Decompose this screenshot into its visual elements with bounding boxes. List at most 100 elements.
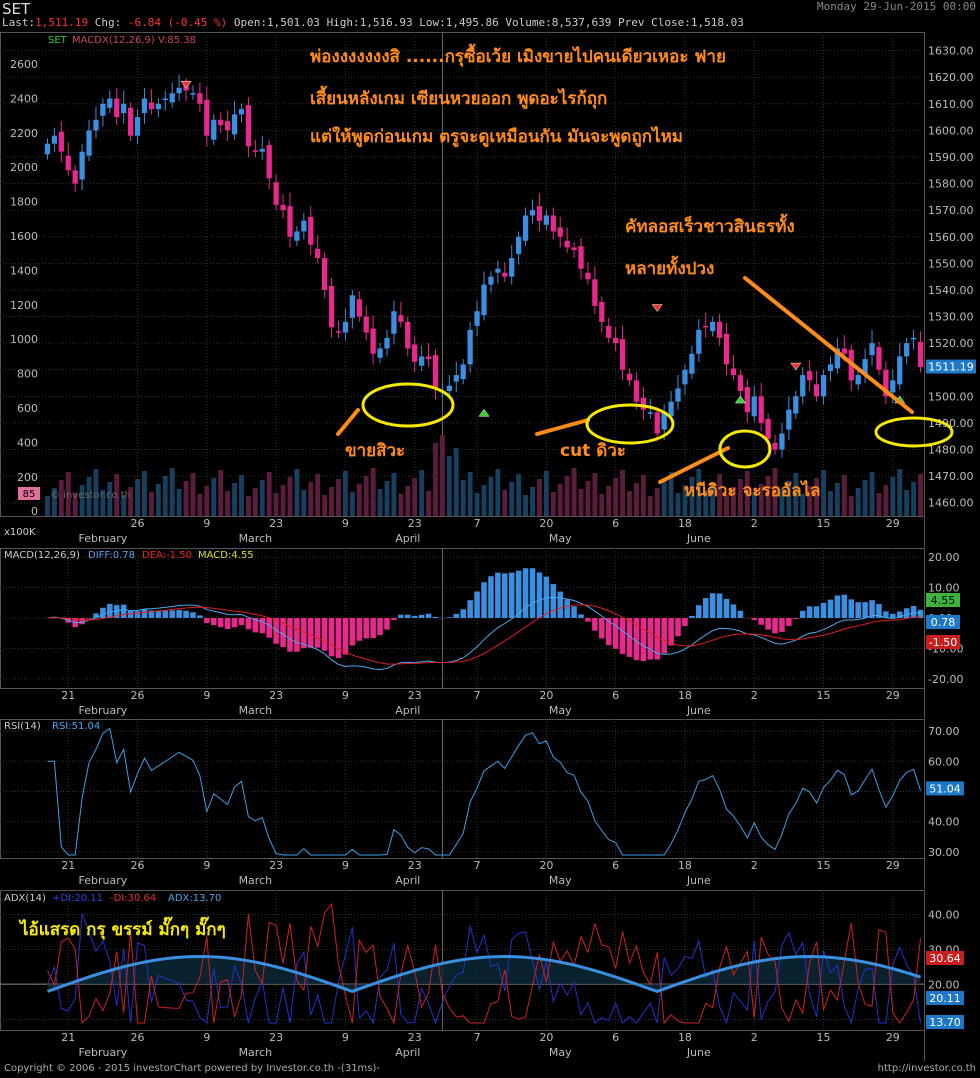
volume-bar: [876, 493, 882, 516]
right-tick-label: 1570.00: [928, 204, 974, 217]
right-tick-label: 1540.00: [928, 284, 974, 297]
candle-body: [613, 337, 619, 344]
volume-bar: [107, 482, 113, 516]
volume-bar: [391, 473, 397, 516]
volume-bar: [58, 480, 64, 516]
macd-panel-label: MACD(12,26,9): [4, 550, 80, 561]
candle-body: [779, 433, 785, 450]
watermark: © investor.co.th: [50, 490, 131, 501]
last-label: Last:: [2, 16, 36, 29]
candle-body: [446, 385, 452, 392]
open-value: 1,501.03: [266, 16, 320, 29]
macd-bar: [820, 602, 827, 618]
macd-bar: [696, 605, 702, 618]
macd-bar: [869, 600, 875, 618]
macd-bar: [411, 615, 418, 618]
macd-value-tag-label: -1.50: [929, 636, 957, 649]
volume-bar: [211, 478, 217, 516]
x-tick-label: 29: [886, 859, 900, 872]
macd-bar: [737, 610, 744, 618]
right-tick-label: 30.00: [928, 846, 960, 859]
left-tick-label: 2000: [10, 161, 38, 174]
volume-bar: [273, 493, 279, 516]
macd-bar: [626, 618, 633, 657]
volume-bar: [114, 474, 120, 516]
x-tick-label: 15: [817, 689, 831, 702]
candle-body: [321, 258, 328, 290]
volume-bar: [737, 479, 743, 516]
candle-body: [730, 368, 737, 376]
adx-value-label: ADX:13.70: [168, 893, 221, 904]
macd-bar: [813, 606, 820, 618]
annotation-text: พ่องงงงงงงสิ ......กรุซื้อเว้ย เมิงขายไป…: [310, 43, 726, 67]
volume-bar: [488, 477, 494, 516]
macd-bar: [113, 605, 120, 618]
candle-body: [502, 272, 508, 277]
copyright-text: Copyright © 2006 - 2015 investorChart po…: [4, 1063, 381, 1074]
macd-bar: [661, 618, 667, 654]
macd-bar: [633, 618, 640, 661]
volume-bar: [197, 494, 203, 516]
x-tick-label: 29: [886, 517, 900, 530]
x-tick-label: 7: [474, 859, 481, 872]
macd-bar: [224, 618, 231, 630]
volume-bar: [433, 443, 438, 516]
volume-bars: [45, 435, 923, 516]
volume-bar: [252, 488, 258, 516]
volume-bar: [100, 490, 106, 516]
volume-bar: [571, 468, 577, 516]
site-link[interactable]: http://investor.co.th: [877, 1063, 976, 1074]
volume-bar: [72, 493, 78, 516]
volume-bar: [412, 478, 418, 516]
volume-bar: [516, 474, 522, 516]
minus-di-line: [47, 902, 922, 1025]
candle-body: [495, 268, 501, 273]
macd-bar: [502, 573, 508, 618]
volume-bar: [765, 476, 771, 516]
macd-bar: [405, 614, 411, 618]
plus-di-line: [46, 913, 922, 1025]
volume-bar: [828, 491, 833, 516]
month-label: March: [239, 1046, 273, 1059]
candle-body: [377, 348, 383, 358]
macd-bar: [231, 618, 238, 628]
candle-body: [65, 155, 71, 171]
candle-body: [342, 321, 349, 333]
candle-body: [134, 117, 141, 136]
last-value: 1,511.19: [35, 16, 89, 29]
macd-bar: [273, 618, 279, 644]
volume-bar: [239, 475, 244, 516]
price-panel-label: SET: [48, 35, 68, 46]
volume-bar: [142, 471, 147, 516]
volume-bar: [405, 486, 411, 516]
candle-body: [301, 220, 307, 232]
adx-value-tag-label: 20.11: [929, 992, 961, 1005]
right-tick-label: 1480.00: [928, 444, 974, 457]
volume-bar: [356, 484, 362, 516]
x-tick-label: 9: [203, 859, 210, 872]
macd-bar: [349, 618, 356, 646]
volume-bar: [675, 493, 681, 516]
volume-bar: [647, 496, 653, 516]
candle-body: [841, 348, 847, 354]
macd-bar: [508, 572, 515, 618]
candle-body: [827, 364, 834, 372]
candle-body: [453, 375, 459, 382]
volume-bar: [86, 477, 92, 516]
candle-body: [315, 248, 321, 259]
x-tick-label: 21: [61, 859, 75, 872]
candle-body: [155, 103, 161, 110]
rsi-value-label: RSI:51.04: [52, 721, 100, 732]
quote-date: Monday 29-Jun-2015 00:00: [817, 0, 976, 13]
candle-body: [460, 364, 466, 380]
month-label: March: [239, 704, 273, 717]
macd-bar: [647, 618, 654, 660]
right-tick-label: 70.00: [928, 725, 960, 738]
volume-bar: [786, 481, 792, 516]
macd-bar: [259, 618, 266, 634]
volume-bar: [453, 448, 459, 516]
macd-bar: [391, 618, 397, 621]
macd-bar: [377, 618, 383, 636]
sell-signal-icon: [651, 304, 663, 312]
